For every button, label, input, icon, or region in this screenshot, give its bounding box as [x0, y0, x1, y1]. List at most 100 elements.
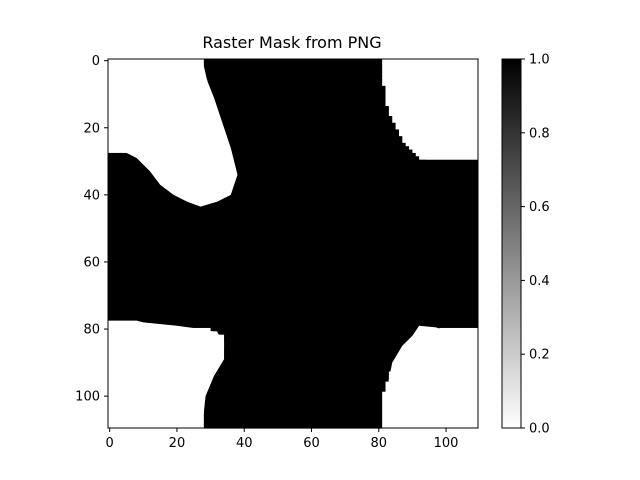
mask-row [224, 337, 420, 342]
mask-row [108, 250, 478, 255]
mask-row [224, 344, 410, 349]
mask-row [108, 307, 478, 312]
colorbar-tick-label: 0.2 [529, 348, 550, 363]
colorbar-tick-label: 0.6 [529, 200, 550, 215]
mask-row [108, 206, 478, 211]
x-tick-label: 100 [434, 436, 459, 451]
colorbar-tick-label: 0.4 [529, 274, 550, 289]
mask-row [108, 243, 478, 248]
mask-row [108, 179, 478, 184]
mask-row [210, 370, 389, 375]
mask-row [108, 203, 478, 208]
mask-row [210, 374, 389, 379]
mask-row [108, 173, 478, 177]
mask-row [203, 401, 383, 406]
mask-row [203, 391, 383, 396]
mask-row [217, 357, 396, 362]
white-patch-top-right [383, 59, 478, 160]
colorbar-ticks: 0.0 0.2 0.4 0.6 0.8 1.0 [521, 53, 550, 437]
mask-row [108, 183, 478, 188]
mask-row [108, 253, 478, 258]
mask-row [108, 324, 478, 328]
mask-row [108, 176, 478, 181]
mask-row [213, 367, 393, 372]
mask-row [203, 407, 383, 412]
mask-row [203, 414, 383, 419]
mask-row [203, 394, 383, 399]
mask-row [203, 404, 383, 409]
mask-row [108, 266, 478, 271]
mask-row [207, 384, 386, 389]
y-tick-label: 40 [83, 188, 100, 203]
mask-row [220, 347, 406, 352]
mask-row [108, 230, 478, 235]
mask-row [108, 317, 478, 322]
mask-row [213, 99, 386, 104]
mask-row [108, 270, 478, 275]
mask-row [108, 189, 478, 194]
mask-row [203, 65, 383, 70]
mask-row [108, 273, 478, 278]
mask-row [108, 193, 478, 198]
x-tick-label: 40 [236, 436, 253, 451]
mask-row [203, 387, 386, 392]
mask-row [224, 334, 426, 339]
mask-row [108, 169, 478, 174]
mask-row [213, 364, 393, 369]
mask-row [108, 226, 478, 231]
colorbar-tick-label: 1.0 [529, 53, 550, 68]
mask-row [220, 350, 403, 355]
white-patch-top-left [108, 59, 238, 207]
y-tick-label: 80 [83, 323, 100, 338]
mask-row [108, 263, 478, 268]
mask-row [108, 256, 478, 261]
mask-row [108, 233, 478, 238]
mask-row [217, 330, 433, 335]
mask-row [203, 411, 383, 416]
mask-row [213, 102, 386, 107]
mask-row [108, 283, 478, 288]
mask-row [217, 360, 396, 365]
mask-row [108, 159, 478, 164]
mask-row [224, 340, 413, 345]
mask-row [224, 132, 399, 137]
mask-layer [108, 59, 478, 429]
mask-row [108, 196, 478, 201]
mask-row [108, 303, 478, 308]
mask-row [230, 149, 413, 154]
x-tick-label: 20 [169, 436, 186, 451]
mask-row [210, 327, 440, 332]
mask-row [108, 220, 478, 224]
mask-row [108, 186, 478, 191]
mask-row [220, 119, 393, 124]
mask-row [108, 152, 416, 157]
plot-frame [107, 58, 479, 429]
mask-row [220, 122, 396, 127]
mask-row [207, 85, 386, 90]
y-axis: 0 20 40 60 80 100 [75, 54, 108, 405]
mask-row [210, 95, 386, 100]
mask-row [108, 156, 420, 161]
mask-row [220, 126, 396, 131]
white-patch-bottom-right [383, 325, 478, 428]
mask-row [203, 59, 383, 63]
mask-row [108, 320, 478, 325]
mask-row [108, 293, 478, 298]
x-axis: 0 20 40 60 80 100 [106, 428, 459, 451]
mask-row [108, 300, 478, 305]
mask-row [108, 297, 478, 302]
y-tick-label: 100 [75, 390, 100, 405]
mask-row [207, 381, 386, 385]
mask-row [203, 424, 383, 429]
mask-row [203, 421, 383, 426]
colorbar-tick-label: 0.8 [529, 126, 550, 141]
mask-row [203, 62, 383, 67]
y-tick-label: 0 [92, 54, 100, 69]
mask-row [108, 236, 478, 241]
colorbar-gradient [501, 58, 522, 429]
mask-row [217, 116, 393, 120]
mask-row [224, 129, 399, 134]
mask-row [207, 377, 389, 382]
mask-row [108, 216, 478, 221]
